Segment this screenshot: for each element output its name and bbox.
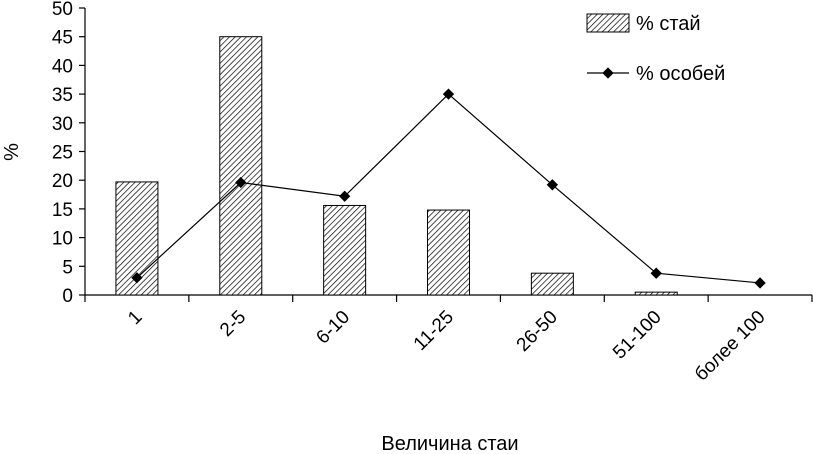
line-marker [338,190,351,202]
y-tick-label: 10 [52,229,73,250]
y-tick-label: 0 [62,286,73,307]
x-tick-label: 1 [124,307,146,329]
y-tick-label: 25 [52,143,73,164]
y-tick-label: 35 [52,85,73,106]
y-tick-label: 5 [62,257,73,278]
x-tick-label: более 100 [691,307,770,386]
x-ticks: 1 2-5 6-10 11-25 26-50 51-100 более 100 [84,295,813,386]
y-tick-label: 30 [52,114,73,135]
line-marker [131,272,143,284]
legend-item-line: % особей [587,63,725,85]
legend: % стай % особей [586,13,725,85]
plot-area: 0 5 10 15 20 25 30 35 40 45 50 1 2-5 6-10 11-25 26-50 5… [52,0,813,386]
bar [427,209,470,296]
bar [323,204,367,296]
legend-label-bars: % стай [636,13,701,35]
legend-label-line: % особей [636,63,725,85]
y-tick-label: 45 [52,28,73,49]
line-marker [754,277,766,289]
bar [634,291,678,296]
x-tick-label: 6-10 [312,307,354,349]
line-marker [235,176,247,189]
legend-bar-swatch [586,13,630,33]
x-tick-label: 11-25 [410,307,458,355]
y-tick-label: 20 [52,171,73,192]
y-axis-title: % [1,143,23,161]
legend-item-bars: % стай [586,13,701,35]
y-tick-label: 15 [52,200,73,221]
y-ticks: 0 5 10 15 20 25 30 35 40 45 50 [52,0,85,307]
y-tick-label: 40 [52,56,73,77]
x-tick-label: 2-5 [216,307,250,341]
line-marker [546,179,559,191]
x-axis-title: Величина стаи [381,433,518,454]
y-tick-label: 50 [52,0,73,20]
line-marker [650,267,662,279]
legend-marker-swatch [602,67,614,79]
x-tick-label: 26-50 [513,307,562,356]
x-tick-label: 51-100 [609,307,666,364]
bar-series [115,36,678,296]
bar [530,272,574,296]
bar [219,36,263,296]
